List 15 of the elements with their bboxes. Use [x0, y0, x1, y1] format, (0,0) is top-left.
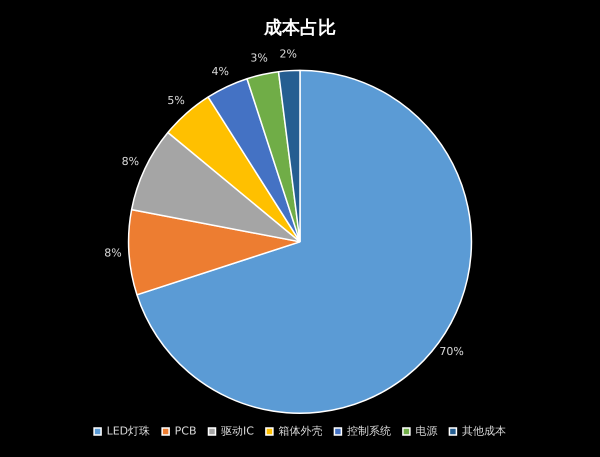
legend-label: 电源: [415, 424, 438, 438]
data-label: 8%: [104, 246, 122, 260]
data-label: 5%: [167, 94, 185, 108]
chart-title: 成本占比: [263, 17, 336, 38]
legend-label: 驱动IC: [220, 424, 254, 438]
legend-label: LED灯珠: [106, 424, 150, 438]
data-label: 8%: [122, 154, 140, 168]
legend-label: 其他成本: [462, 424, 506, 438]
data-label: 4%: [211, 65, 229, 78]
legend-label: 箱体外壳: [278, 424, 322, 438]
legend-label: PCB: [174, 424, 197, 438]
legend-label: 控制系统: [346, 424, 391, 438]
data-label: 70%: [439, 344, 464, 358]
data-label: 3%: [250, 52, 268, 65]
data-label: 2%: [280, 48, 297, 61]
